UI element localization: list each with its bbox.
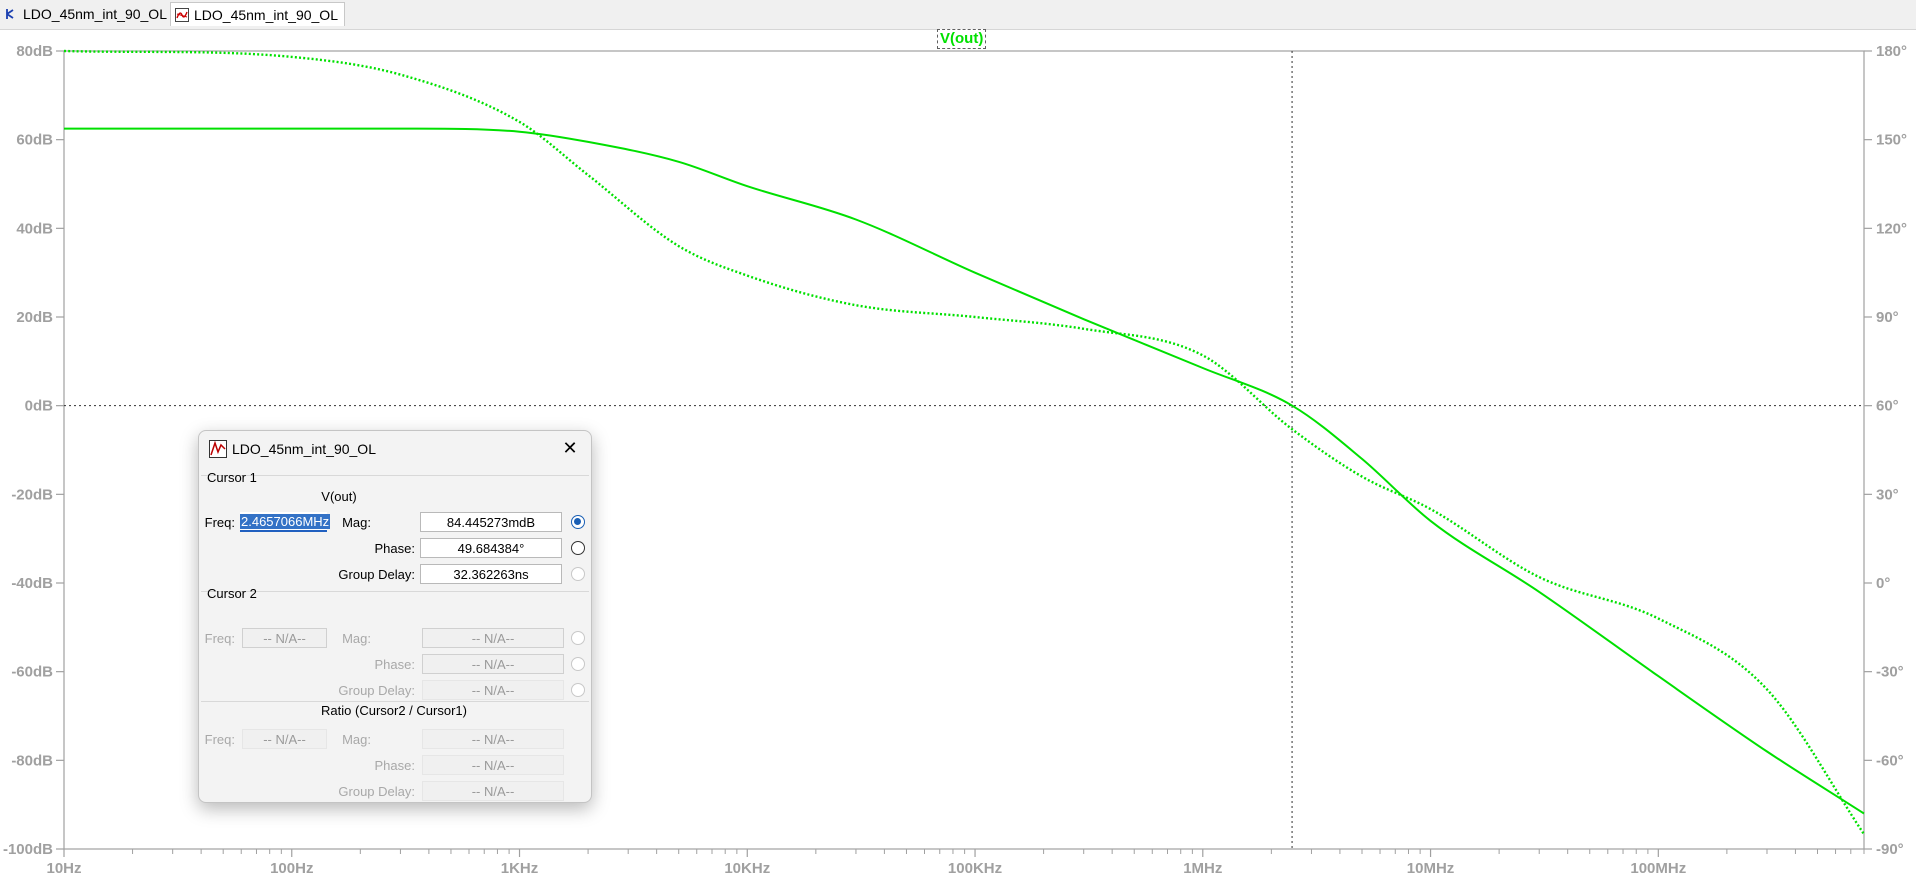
- phase-tick-label: -90°: [1876, 841, 1904, 858]
- ratio-gd-field[interactable]: -- N/A--: [422, 781, 564, 801]
- phase-tick-label: 30°: [1876, 486, 1899, 503]
- cursor1-mag-field[interactable]: 84.445273mdB: [420, 512, 562, 532]
- phase-tick-label: -30°: [1876, 664, 1904, 681]
- cursor1-mag-radio[interactable]: [571, 515, 585, 529]
- cursor1-phase-field[interactable]: 49.684384°: [420, 538, 562, 558]
- cursor1-gd-radio[interactable]: [571, 567, 585, 581]
- waveform-app-icon: [209, 440, 227, 458]
- schematic-icon: [4, 7, 18, 21]
- tab-schematic[interactable]: LDO_45nm_int_90_OL: [0, 2, 173, 26]
- phase-tick-label: 120°: [1876, 220, 1907, 237]
- dialog-title: LDO_45nm_int_90_OL: [232, 441, 376, 457]
- cursor2-phase-label: Phase:: [374, 657, 415, 672]
- dialog-title-bar[interactable]: LDO_45nm_int_90_OL ✕: [199, 431, 591, 467]
- divider: [201, 591, 589, 592]
- cursor1-mag-label: Mag:: [342, 515, 371, 530]
- close-icon[interactable]: ✕: [562, 438, 578, 458]
- cursor1-phase-radio[interactable]: [571, 541, 585, 555]
- cursor2-phase-field[interactable]: -- N/A--: [422, 654, 564, 674]
- waveform-icon: [175, 7, 189, 22]
- cursor2-mag-field[interactable]: -- N/A--: [422, 628, 564, 648]
- ratio-mag-field[interactable]: -- N/A--: [422, 729, 564, 749]
- divider: [201, 701, 589, 702]
- cursor1-freq-field[interactable]: 2.4657066MHz: [240, 512, 331, 532]
- cursor2-freq-field[interactable]: -- N/A--: [242, 628, 327, 648]
- x-tick-label: 100MHz: [1630, 860, 1686, 877]
- tab-label: LDO_45nm_int_90_OL: [23, 6, 167, 22]
- tab-label: LDO_45nm_int_90_OL: [194, 6, 338, 23]
- x-tick-label: 1MHz: [1183, 860, 1222, 877]
- cursor1-phase-label: Phase:: [374, 541, 415, 556]
- trace-label-vout[interactable]: V(out): [937, 29, 987, 49]
- x-tick-label: 100Hz: [270, 860, 313, 877]
- phase-tick-label: 150°: [1876, 132, 1907, 149]
- ratio-freq-label: Freq:: [204, 732, 235, 747]
- tab-waveform[interactable]: LDO_45nm_int_90_OL: [170, 2, 345, 26]
- cursor1-section-label: Cursor 1: [207, 470, 257, 485]
- y-tick-label: 0dB: [25, 398, 54, 415]
- divider: [201, 475, 589, 476]
- cursor2-mag-radio[interactable]: [571, 631, 585, 645]
- phase-tick-label: -60°: [1876, 752, 1904, 769]
- ratio-mag-label: Mag:: [342, 732, 371, 747]
- ratio-phase-label: Phase:: [374, 758, 415, 773]
- cursor1-gd-field[interactable]: 32.362263ns: [420, 564, 562, 584]
- phase-tick-label: 0°: [1876, 575, 1890, 592]
- ratio-gd-label: Group Delay:: [338, 784, 415, 799]
- cursor2-mag-label: Mag:: [342, 631, 371, 646]
- cursor2-phase-radio[interactable]: [571, 657, 585, 671]
- cursor1-freq-label: Freq:: [204, 515, 235, 530]
- ratio-phase-field[interactable]: -- N/A--: [422, 755, 564, 775]
- x-tick-label: 100KHz: [948, 860, 1002, 877]
- phase-tick-label: 90°: [1876, 309, 1899, 326]
- y-tick-label: -20dB: [11, 486, 53, 503]
- cursor2-gd-field[interactable]: -- N/A--: [422, 680, 564, 700]
- phase-trace: [63, 49, 1865, 835]
- cursor1-gd-label: Group Delay:: [338, 567, 415, 582]
- cursor2-freq-label: Freq:: [204, 631, 235, 646]
- phase-tick-label: 60°: [1876, 398, 1899, 415]
- bode-plot[interactable]: 80dB 60dB 40dB 20dB 0dB -20dB -40dB -60dB -80dB -…: [0, 29, 1916, 883]
- cursor1-trace-name: V(out): [321, 489, 357, 504]
- magnitude-trace: [64, 127, 1865, 815]
- x-tick-label: 10MHz: [1407, 860, 1455, 877]
- plot-frame: [63, 50, 1865, 850]
- plot-canvas[interactable]: 80dB 60dB 40dB 20dB 0dB -20dB -40dB -60dB -80dB -…: [0, 29, 1916, 883]
- phase-tick-label: 180°: [1876, 43, 1907, 60]
- y-tick-label: -100dB: [3, 841, 53, 858]
- y-tick-label: -40dB: [11, 575, 53, 592]
- ratio-freq-field[interactable]: -- N/A--: [242, 729, 327, 749]
- x-tick-label: 10KHz: [724, 860, 770, 877]
- y-tick-label: 80dB: [16, 43, 53, 60]
- cursor2-gd-radio[interactable]: [571, 683, 585, 697]
- y-tick-label: 60dB: [16, 132, 53, 149]
- y-tick-label: 20dB: [16, 309, 53, 326]
- cursor2-section-label: Cursor 2: [207, 586, 257, 601]
- x-tick-label: 10Hz: [46, 860, 81, 877]
- tab-bar: LDO_45nm_int_90_OL LDO_45nm_int_90_OL: [0, 0, 1916, 30]
- x-tick-label: 1KHz: [501, 860, 539, 877]
- cursor-dialog[interactable]: LDO_45nm_int_90_OL ✕ Cursor 1 V(out) Fre…: [198, 430, 592, 803]
- cursor2-gd-label: Group Delay:: [338, 683, 415, 698]
- ratio-section-label: Ratio (Cursor2 / Cursor1): [321, 703, 467, 718]
- y-tick-label: -80dB: [11, 752, 53, 769]
- cursor1-freq-value: 2.4657066MHz: [240, 514, 331, 529]
- y-tick-label: -60dB: [11, 664, 53, 681]
- y-tick-label: 40dB: [16, 220, 53, 237]
